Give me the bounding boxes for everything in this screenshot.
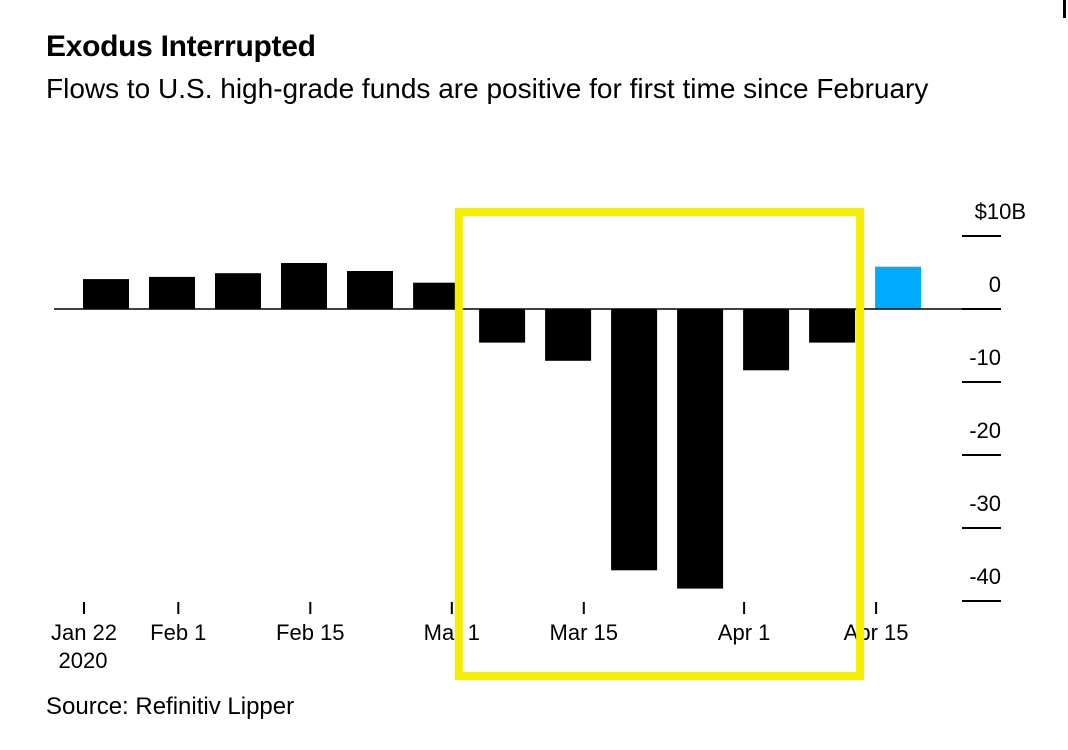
highlight-box [454,208,865,680]
y-axis: $10B 0 -10 -20 -30 -40 [962,199,1026,602]
x-tick-label: Mar 15 [550,620,618,645]
bar [83,279,129,309]
source-note: Source: Refinitiv Lipper [46,693,295,720]
bar [149,276,195,309]
y-tick-label: 0 [989,272,1001,297]
bar [413,282,460,309]
x-tick-label: Feb 15 [276,620,345,645]
y-tick-label: -10 [969,345,1001,370]
x-tick-label: Feb 1 [150,620,206,645]
chart-subtitle: Flows to U.S. high-grade funds are posit… [46,73,929,104]
bars-group [83,263,922,589]
bar [809,309,856,343]
bar [743,309,790,371]
bar [281,263,327,309]
bar [545,309,592,361]
corner-mark [1063,0,1066,18]
x-tick-label: Apr 15 [844,620,909,645]
bar [611,309,658,571]
x-tick-label: Jan 22 [51,620,117,645]
y-tick-label: -40 [969,564,1001,589]
bar [677,309,724,589]
x-tick-label: Apr 1 [718,620,771,645]
bar [347,271,393,309]
bar [215,273,261,309]
bar [479,309,526,343]
x-tick-label: Mar 1 [424,620,480,645]
chart-title: Exodus Interrupted [46,30,316,63]
y-tick-label: -30 [969,491,1001,516]
bar [875,266,922,309]
bar-chart: $10B 0 -10 -20 -30 -40 Jan 22 2020 Feb 1 Feb 15 M… [51,199,1026,680]
x-axis: Jan 22 2020 Feb 1 Feb 15 Mar 1 Mar 15 Apr 1 Apr… [51,602,909,673]
x-tick-sublabel: 2020 [59,648,108,673]
y-tick-label: $10B [975,199,1026,224]
y-tick-label: -20 [969,418,1001,443]
